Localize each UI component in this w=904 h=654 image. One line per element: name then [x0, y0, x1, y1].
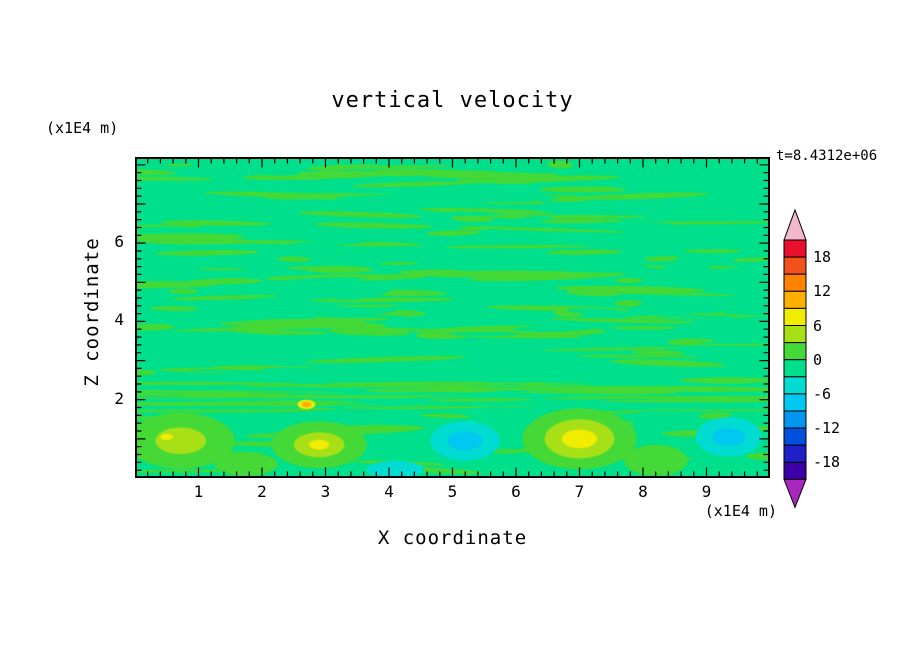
z-axis-unit-label: (x1E4 m) — [46, 119, 119, 137]
x-tick-label-6: 6 — [511, 482, 521, 501]
z-tick-label-2: 2 — [114, 388, 124, 408]
plot-area — [135, 157, 770, 478]
x-axis-unit-label: (x1E4 m) — [704, 502, 777, 520]
colorbar-label--18: -18 — [813, 453, 841, 471]
colorbar — [783, 208, 807, 509]
colorbar-label-12: 12 — [813, 282, 832, 300]
z-tick-label-4: 4 — [114, 310, 124, 330]
x-tick-label-1: 1 — [193, 482, 204, 501]
x-tick-label-3: 3 — [320, 482, 331, 501]
colorbar-label-18: 18 — [813, 248, 832, 266]
x-tick-label-4: 4 — [384, 482, 394, 501]
x-axis-title: X coordinate — [377, 527, 528, 549]
x-tick-label-7: 7 — [574, 482, 585, 501]
x-tick-label-9: 9 — [701, 482, 712, 501]
x-tick-label-8: 8 — [638, 482, 648, 501]
page-title: vertical velocity — [331, 88, 574, 113]
x-tick-label-5: 5 — [447, 482, 458, 501]
timestamp-label: t=8.4312e+06 — [776, 148, 878, 164]
axis-frame-and-ticks — [135, 157, 770, 478]
colorbar-label--12: -12 — [813, 419, 841, 437]
x-tick-label-2: 2 — [257, 482, 267, 501]
z-axis-title: Z coordinate — [81, 237, 103, 387]
colorbar-label-6: 6 — [813, 317, 823, 335]
z-tick-label-6: 6 — [114, 232, 124, 252]
contour-field — [135, 157, 770, 478]
colorbar-label--6: -6 — [813, 385, 832, 403]
colorbar-label-0: 0 — [813, 351, 823, 369]
